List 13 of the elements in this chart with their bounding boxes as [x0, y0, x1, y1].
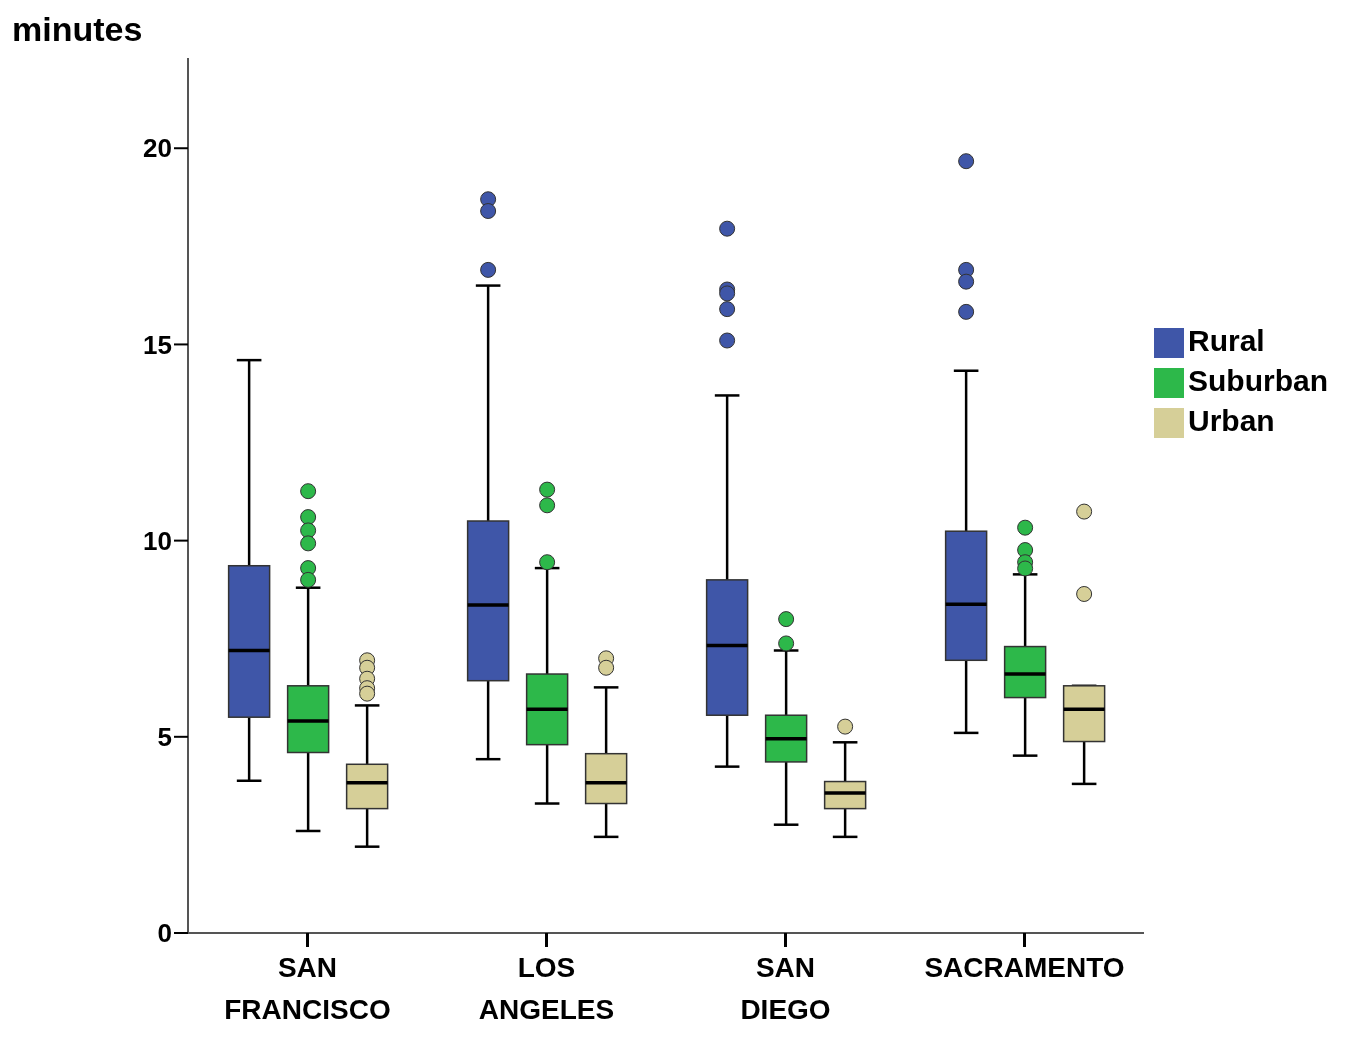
- y-tick-label: 15: [143, 329, 172, 360]
- y-tick-label: 20: [143, 133, 172, 164]
- x-tick-label: SAN DIEGO: [740, 952, 831, 1025]
- y-tick-label: 5: [157, 722, 172, 753]
- legend-label: Rural: [1188, 323, 1265, 357]
- x-tick-label: SAN FRANCISCO: [224, 952, 391, 1025]
- y-tick-label: 0: [157, 918, 172, 949]
- x-tick-label: LOS ANGELES: [478, 952, 615, 1025]
- y-tick-label: 10: [143, 525, 172, 556]
- legend-label: Suburban: [1188, 363, 1328, 397]
- y-axis-title: minutes: [12, 10, 143, 49]
- legend-label: Urban: [1188, 403, 1275, 437]
- x-tick-label: SACRAMENTO: [924, 952, 1125, 983]
